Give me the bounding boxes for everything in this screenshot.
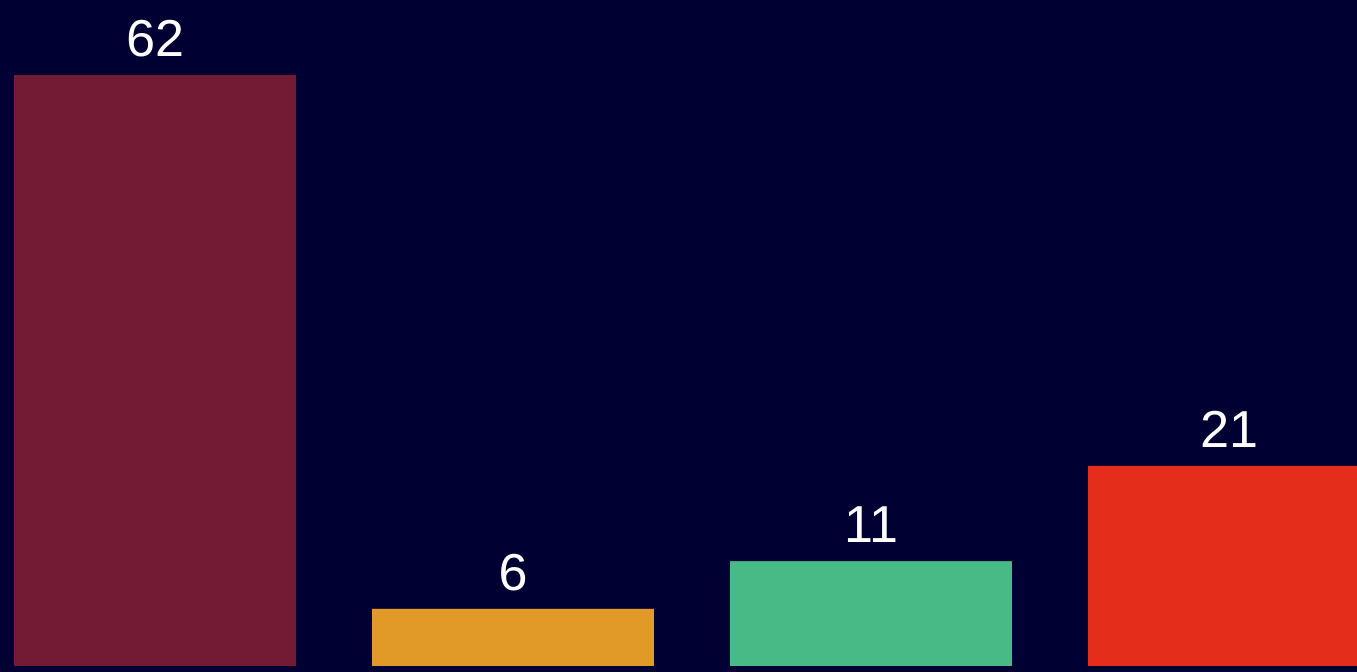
bar-4 [1088, 465, 1357, 666]
bar-2 [372, 608, 654, 666]
bar-value-label-2: 6 [499, 544, 528, 602]
bar-1 [14, 75, 296, 666]
bar-value-label-1: 62 [126, 10, 184, 68]
bars-group [14, 75, 1357, 666]
bar-3 [730, 561, 1012, 666]
bar-value-label-4: 21 [1200, 401, 1258, 459]
data-labels-group: 62 6 11 21 [126, 10, 1258, 602]
bar-value-label-3: 11 [844, 496, 898, 554]
